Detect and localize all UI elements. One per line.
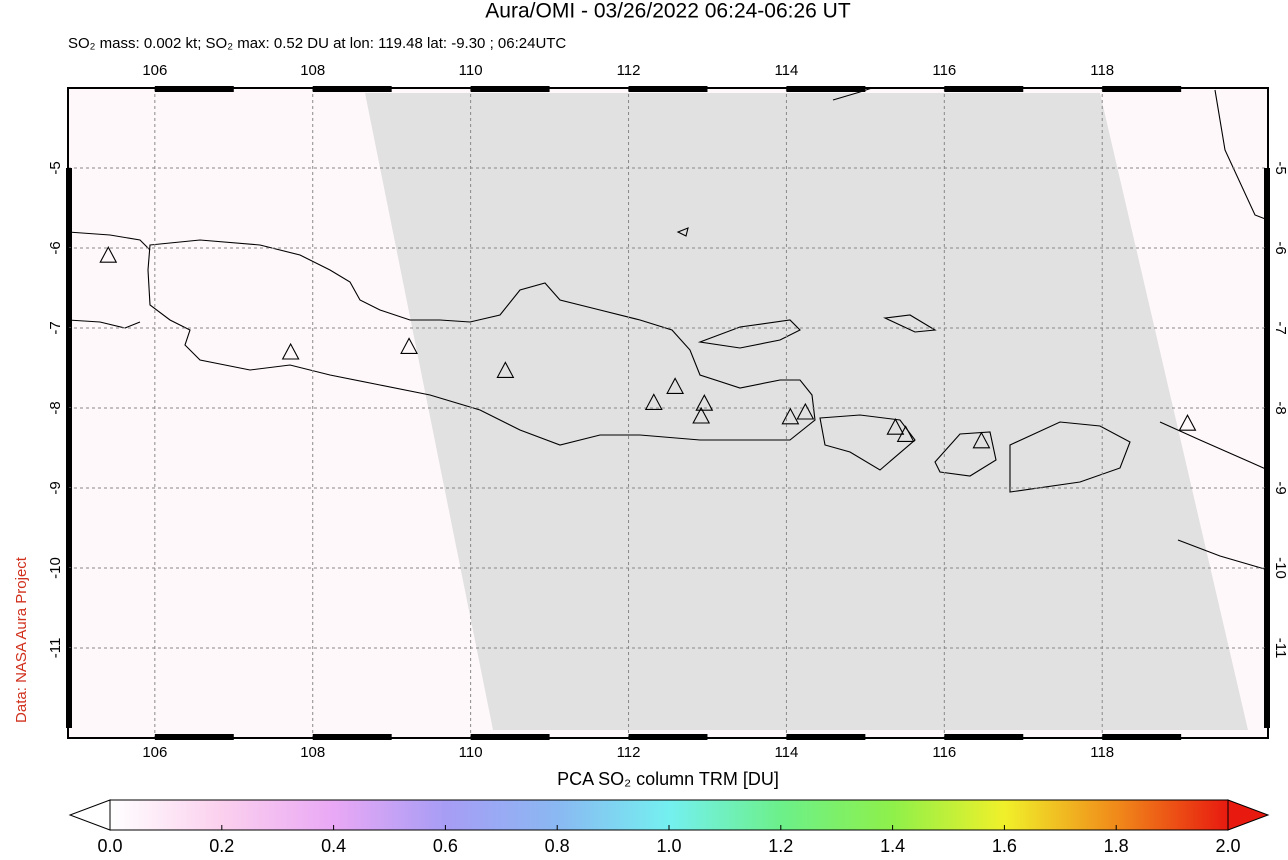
colorbar-tick-label: 0.0 [97, 836, 122, 855]
colorbar-extend-high [1227, 799, 1270, 831]
volcano [796, 402, 815, 420]
colorbar-tick-label: 2.0 [1215, 836, 1240, 855]
x-tick-label: 118 [1090, 744, 1114, 761]
y-tick-label: -11 [1272, 638, 1288, 659]
x-tick-label: 106 [142, 744, 167, 761]
y-tick-label: -5 [1272, 161, 1288, 174]
volcano [972, 431, 991, 449]
y-tick-label: -6 [1272, 241, 1288, 254]
volcano [692, 406, 711, 424]
colorbar-tick-label: 0.2 [209, 836, 234, 855]
x-tick-label: 112 [617, 744, 641, 761]
x-tick-label: 112 [617, 62, 641, 79]
volcano [1178, 414, 1197, 431]
x-tick-label: 114 [774, 62, 798, 79]
y-tick-label: -11 [47, 638, 64, 659]
colorbar-label: PCA SO₂ column TRM [DU] [557, 769, 779, 789]
colorbar-tick-label: 1.8 [1104, 836, 1129, 855]
map-frame [67, 87, 1269, 739]
volcano [896, 425, 915, 442]
y-tick-label: -10 [1272, 557, 1288, 579]
map-area [66, 86, 1270, 740]
volcano-layer [99, 246, 1197, 449]
credit: Data: NASA Aura Project [13, 556, 30, 723]
y-tick-label: -9 [1272, 481, 1288, 494]
volcano [496, 361, 515, 378]
x-tick-label: 114 [774, 744, 798, 761]
x-tick-label: 110 [459, 62, 483, 79]
chart-title: Aura/OMI - 03/26/2022 06:24-06:26 UT [485, 0, 851, 23]
colorbar-tick-label: 1.6 [992, 836, 1017, 855]
x-tick-label: 108 [300, 744, 325, 761]
colorbar-tick-label: 1.2 [768, 836, 793, 855]
y-tick-label: -7 [47, 321, 64, 334]
y-tick-label: -9 [47, 481, 64, 494]
colorbar: 0.0 0.2 0.4 0.6 0.8 1.0 1.2 1.4 1.6 1.8 2.0 [68, 799, 1270, 856]
volcano [695, 394, 714, 411]
y-tick-label: -8 [1272, 401, 1288, 414]
chart-subtitle: SO₂ mass: 0.002 kt; SO₂ max: 0.52 DU at … [68, 35, 566, 52]
x-tick-label: 118 [1090, 62, 1114, 79]
y-tick-label: -8 [47, 401, 64, 414]
volcano [400, 337, 418, 354]
volcano [644, 393, 663, 410]
orbit-swath [365, 93, 1248, 730]
colorbar-tick-label: 1.0 [656, 836, 681, 855]
colorbar-extend-low [68, 799, 111, 831]
volcano [886, 418, 905, 435]
x-tick-label: 116 [932, 744, 956, 761]
x-tick-label: 108 [300, 62, 325, 79]
x-tick-label: 110 [459, 744, 483, 761]
colorbar-tick-label: 0.4 [321, 836, 346, 855]
colorbar-tick-label: 0.6 [433, 836, 458, 855]
colorbar-tick-label: 1.4 [880, 836, 905, 855]
y-tick-label: -7 [1272, 321, 1288, 334]
volcano [281, 342, 300, 360]
x-tick-label: 116 [932, 62, 956, 79]
volcano [99, 246, 118, 263]
volcano [781, 407, 800, 425]
x-tick-label: 106 [142, 62, 167, 79]
y-tick-label: -10 [47, 557, 64, 579]
y-tick-label: -6 [47, 241, 64, 254]
volcano [666, 377, 685, 394]
y-tick-label: -5 [47, 161, 64, 174]
colorbar-tick-label: 0.8 [545, 836, 570, 855]
